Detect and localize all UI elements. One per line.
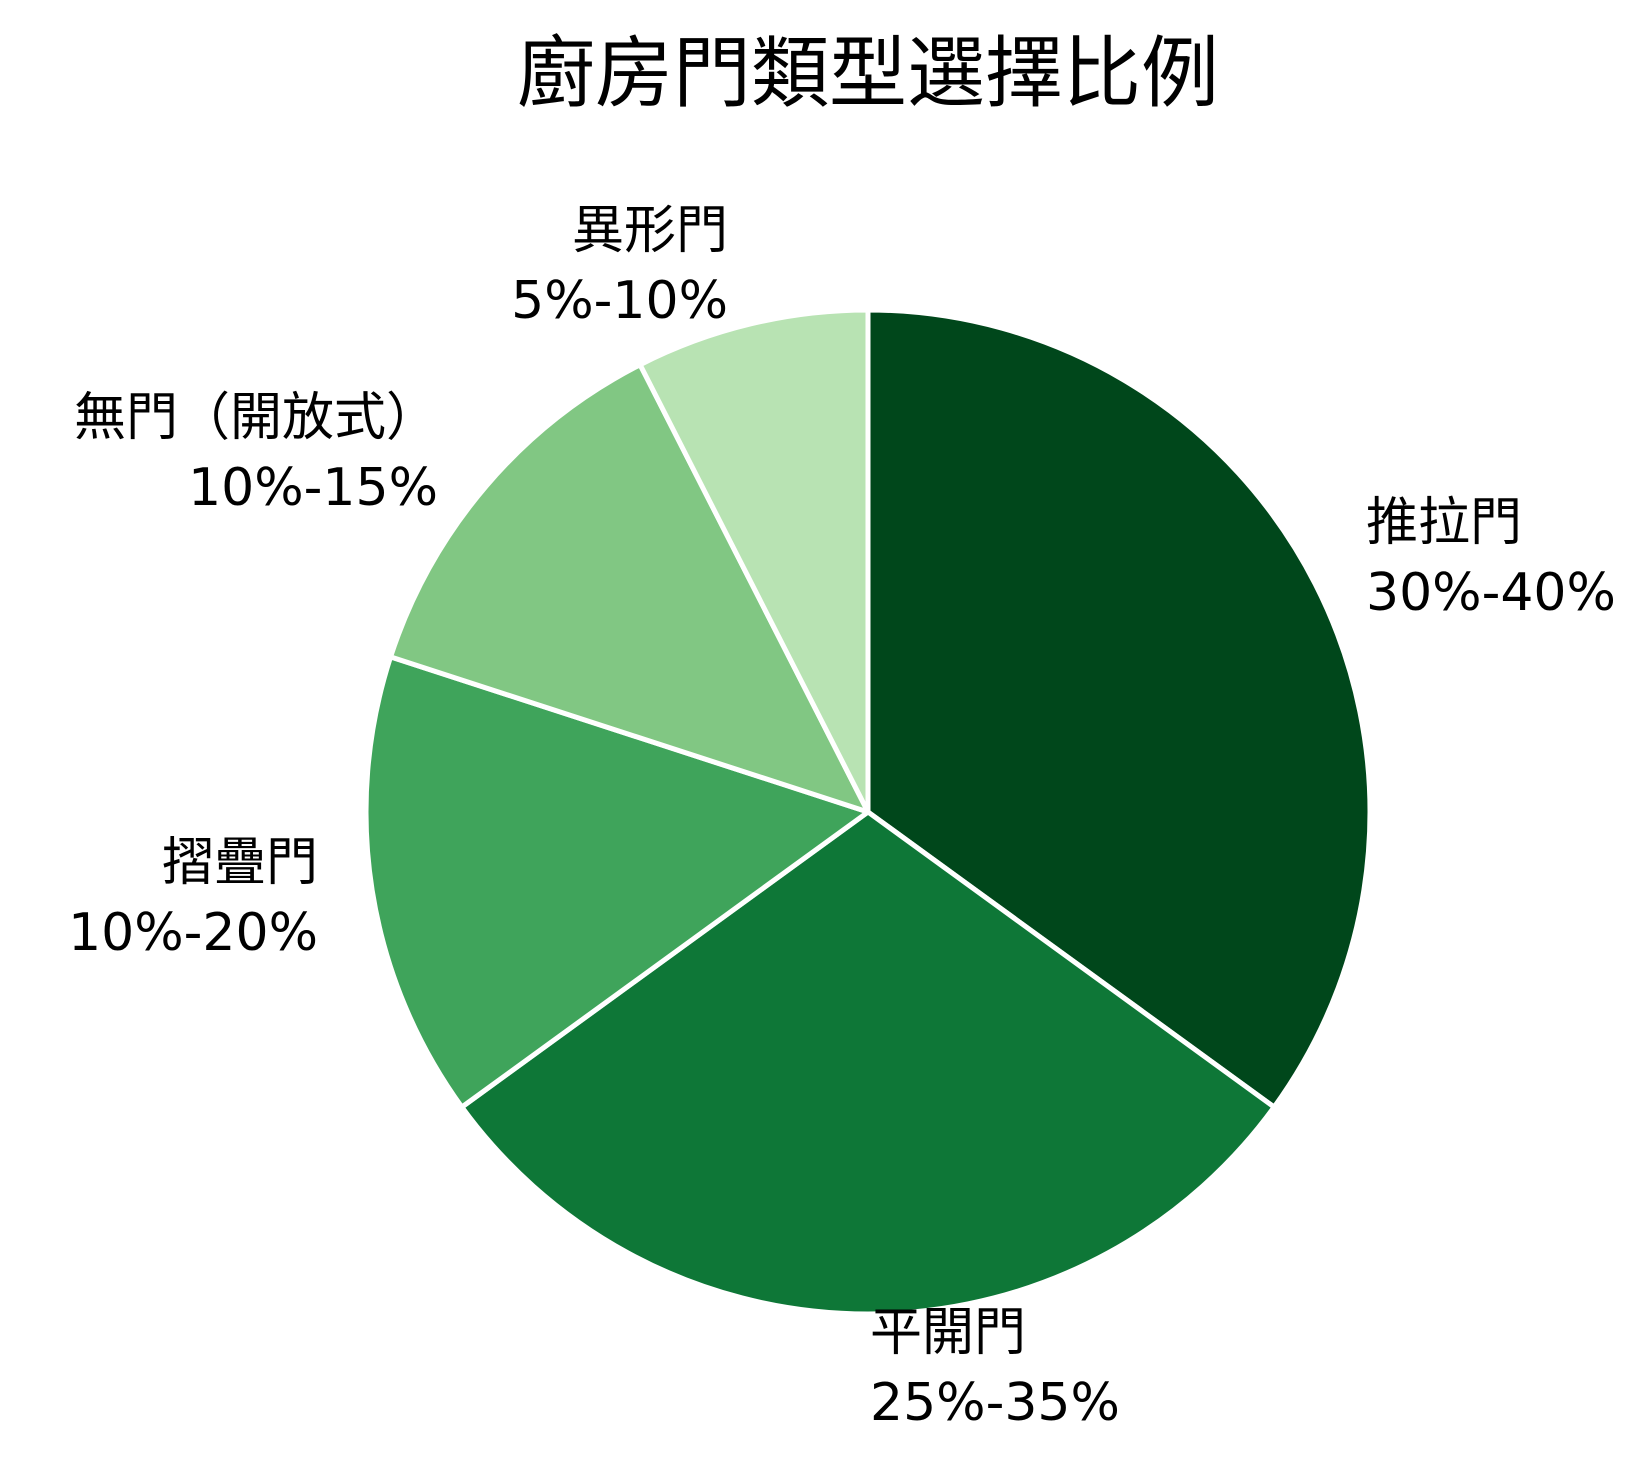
slice-label-name: 無門（開放式） (74, 388, 438, 448)
pie-slice-1 (865, 307, 1373, 1110)
slice-label-name: 異形門 (572, 201, 728, 261)
slice-label-range: 10%-15% (188, 458, 438, 518)
slice-label-range: 5%-10% (511, 271, 728, 331)
slice-label-name: 平開門 (870, 1303, 1026, 1363)
slice-labels: 推拉門 30%-40% 平開門 25%-35% 摺疊門 10%-20% 無門（開放式） 10%… (68, 201, 1616, 1433)
pie-slices (363, 307, 1373, 1317)
chart-title: 廚房門類型選擇比例 (517, 29, 1219, 119)
pie-slice-5 (637, 307, 871, 815)
slice-label-range: 10%-20% (68, 903, 318, 963)
slice-label-range: 25%-35% (870, 1373, 1120, 1433)
slice-label-range: 30%-40% (1366, 563, 1616, 623)
slice-label-name: 摺疊門 (162, 833, 318, 893)
pie-slice-2 (459, 809, 1277, 1317)
pie-slice-3 (363, 654, 871, 1110)
pie-slice-4 (388, 362, 871, 815)
slice-label-name: 推拉門 (1366, 493, 1522, 553)
